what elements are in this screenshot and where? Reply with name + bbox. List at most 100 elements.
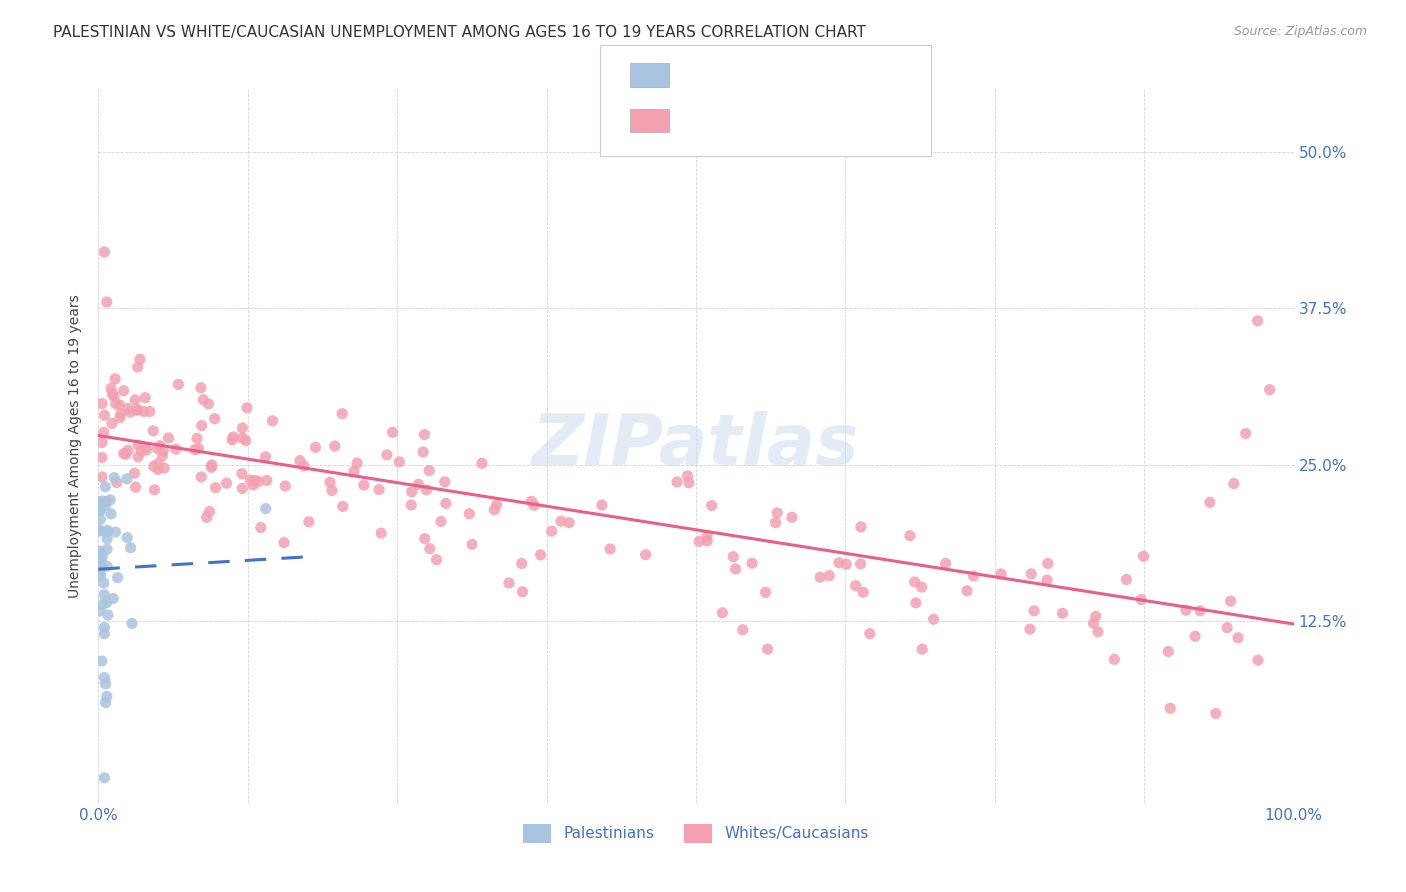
Point bbox=[142, 459, 165, 474]
Point bbox=[103, 470, 125, 484]
Point bbox=[94, 696, 117, 710]
Point bbox=[731, 623, 754, 637]
Point bbox=[104, 372, 127, 386]
Point bbox=[117, 401, 139, 416]
Point bbox=[90, 494, 112, 508]
Point bbox=[242, 478, 264, 492]
Point bbox=[104, 396, 127, 410]
Point bbox=[458, 507, 481, 521]
Point bbox=[1084, 609, 1107, 624]
Point bbox=[93, 244, 115, 259]
Point bbox=[434, 496, 457, 510]
Point bbox=[93, 627, 115, 641]
Point bbox=[711, 606, 734, 620]
Point bbox=[343, 464, 366, 478]
Point bbox=[97, 607, 120, 622]
Point bbox=[89, 604, 111, 618]
Point bbox=[1205, 706, 1227, 721]
Point bbox=[1052, 607, 1074, 621]
Point bbox=[990, 567, 1012, 582]
Text: Source: ZipAtlas.com: Source: ZipAtlas.com bbox=[1233, 25, 1367, 38]
Point bbox=[558, 516, 581, 530]
Point bbox=[1019, 622, 1042, 636]
Point bbox=[142, 424, 165, 438]
Point bbox=[112, 384, 135, 398]
Point bbox=[200, 460, 222, 475]
Point bbox=[93, 588, 115, 602]
Point bbox=[132, 404, 155, 418]
Point bbox=[107, 571, 129, 585]
Point bbox=[91, 598, 114, 612]
Point bbox=[117, 443, 139, 458]
Point bbox=[115, 531, 138, 545]
Point bbox=[523, 498, 546, 512]
Point bbox=[96, 559, 118, 574]
Point bbox=[1223, 476, 1246, 491]
Legend: Palestinians, Whites/Caucasians: Palestinians, Whites/Caucasians bbox=[517, 818, 875, 848]
Point bbox=[273, 535, 295, 549]
Point bbox=[120, 541, 142, 555]
Point bbox=[766, 506, 789, 520]
Point bbox=[90, 560, 112, 574]
Point bbox=[678, 475, 700, 490]
Point bbox=[332, 500, 354, 514]
Point bbox=[89, 544, 111, 558]
Point bbox=[1087, 624, 1109, 639]
Point bbox=[89, 495, 111, 509]
Point bbox=[304, 441, 326, 455]
Point bbox=[231, 467, 253, 481]
Point bbox=[94, 677, 117, 691]
Point bbox=[100, 381, 122, 395]
Point bbox=[375, 448, 398, 462]
Point bbox=[100, 507, 122, 521]
Point bbox=[401, 484, 423, 499]
Point bbox=[93, 771, 115, 785]
Point bbox=[110, 407, 132, 421]
Point bbox=[235, 434, 257, 448]
Point bbox=[90, 556, 112, 570]
Point bbox=[127, 438, 149, 452]
Point bbox=[418, 464, 440, 478]
Point bbox=[498, 576, 520, 591]
Point bbox=[321, 483, 343, 498]
Point bbox=[700, 499, 723, 513]
Point bbox=[962, 569, 984, 583]
Point bbox=[146, 442, 169, 456]
Point bbox=[93, 576, 115, 591]
Point bbox=[254, 501, 277, 516]
Point bbox=[1184, 629, 1206, 643]
Point bbox=[152, 443, 174, 458]
Point bbox=[1130, 592, 1153, 607]
Point bbox=[104, 524, 127, 539]
Point bbox=[93, 409, 115, 423]
Point bbox=[184, 442, 207, 457]
Point bbox=[190, 470, 212, 484]
Point bbox=[96, 595, 118, 609]
Point bbox=[165, 442, 187, 457]
Point bbox=[510, 557, 533, 571]
Point bbox=[413, 532, 436, 546]
Point bbox=[115, 447, 138, 461]
Text: ZIPatlas: ZIPatlas bbox=[533, 411, 859, 481]
Point bbox=[1104, 652, 1126, 666]
Point bbox=[346, 456, 368, 470]
Point bbox=[780, 510, 803, 524]
Text: PALESTINIAN VS WHITE/CAUCASIAN UNEMPLOYMENT AMONG AGES 16 TO 19 YEARS CORRELATIO: PALESTINIAN VS WHITE/CAUCASIAN UNEMPLOYM… bbox=[53, 25, 866, 40]
Point bbox=[89, 496, 111, 510]
Point bbox=[1083, 616, 1105, 631]
Point bbox=[91, 435, 114, 450]
Point bbox=[388, 455, 411, 469]
Point bbox=[149, 439, 172, 453]
Point bbox=[129, 444, 152, 458]
Point bbox=[353, 478, 375, 492]
Point bbox=[419, 541, 441, 556]
Point bbox=[512, 584, 534, 599]
Point bbox=[193, 392, 215, 407]
Point bbox=[101, 387, 124, 401]
Point bbox=[399, 498, 422, 512]
Point bbox=[666, 475, 689, 489]
Point bbox=[1036, 573, 1059, 587]
Point bbox=[96, 295, 118, 310]
Point bbox=[124, 392, 146, 407]
Point bbox=[550, 514, 572, 528]
